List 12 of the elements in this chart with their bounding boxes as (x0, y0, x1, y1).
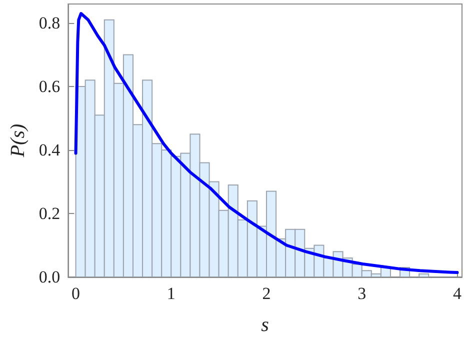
x-tick-label: 3 (358, 284, 366, 303)
x-tick-label: 4 (452, 284, 462, 303)
x-axis-title: s (261, 314, 270, 336)
y-tick-label: 0.8 (38, 14, 60, 33)
y-tick-label: 0.0 (38, 268, 60, 286)
x-tick-label: 1 (166, 284, 176, 303)
x-tick-label: 2 (262, 284, 271, 303)
y-tick-label: 0.6 (38, 77, 60, 96)
y-axis-title: P(s) (7, 124, 29, 158)
y-tick-label: 0.2 (38, 204, 60, 224)
y-tick-label: 0.4 (38, 140, 61, 160)
x-tick-label: 0 (72, 284, 80, 303)
